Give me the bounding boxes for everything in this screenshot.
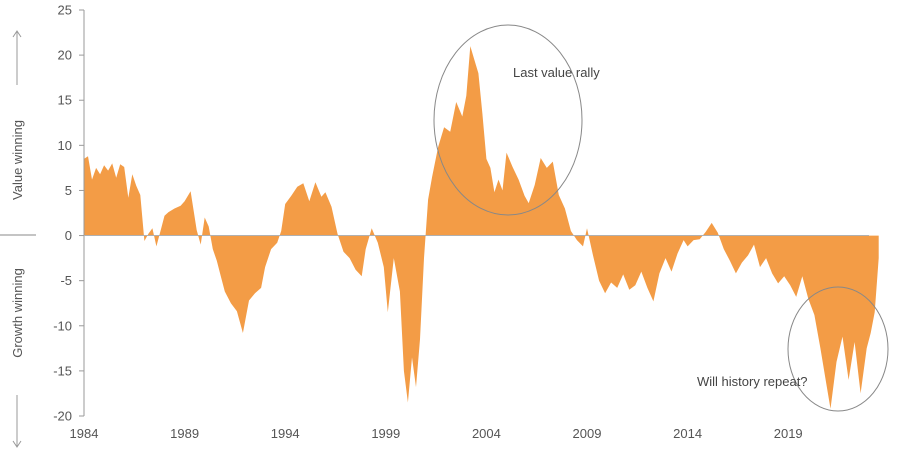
y-tick-label: -10 xyxy=(53,318,72,333)
y-tick-labels: 25 20 15 10 5 0 -5 -10 -15 -20 xyxy=(53,3,84,424)
down-arrow-icon xyxy=(12,395,22,448)
axes xyxy=(83,10,869,416)
last-rally-circle xyxy=(433,24,583,216)
x-tick-label: 2014 xyxy=(673,426,702,441)
x-tick-label: 2004 xyxy=(472,426,501,441)
area-fill xyxy=(84,46,879,409)
y-tick-label: 5 xyxy=(65,183,72,198)
x-tick-label: 1999 xyxy=(371,426,400,441)
y-tick-label: 15 xyxy=(58,93,72,108)
y-tick-label: 10 xyxy=(58,138,72,153)
y-tick-label: -15 xyxy=(53,363,72,378)
y-tick-label: 25 xyxy=(58,3,72,18)
up-arrow-icon xyxy=(12,30,22,85)
side-labels: Value winning Growth winning xyxy=(0,30,36,448)
y-tick-label: 0 xyxy=(65,228,72,243)
y-tick-label: -20 xyxy=(53,409,72,424)
x-tick-label: 1989 xyxy=(170,426,199,441)
x-tick-label: 1994 xyxy=(271,426,300,441)
x-tick-label: 1984 xyxy=(70,426,99,441)
x-tick-label: 2019 xyxy=(774,426,803,441)
y-tick-label: -5 xyxy=(60,273,72,288)
growth-winning-label: Growth winning xyxy=(10,268,25,358)
history-repeat-circle xyxy=(787,286,889,412)
value-winning-label: Value winning xyxy=(10,120,25,200)
history-repeat-label: Will history repeat? xyxy=(697,374,808,389)
x-tick-label: 2009 xyxy=(573,426,602,441)
x-tick-labels: 1984 1989 1994 1999 2004 2009 2014 2019 xyxy=(70,426,803,441)
annotations: Last value rally Will history repeat? xyxy=(433,24,889,412)
last-rally-label: Last value rally xyxy=(513,65,600,80)
y-tick-label: 20 xyxy=(58,48,72,63)
area-series xyxy=(84,46,879,409)
